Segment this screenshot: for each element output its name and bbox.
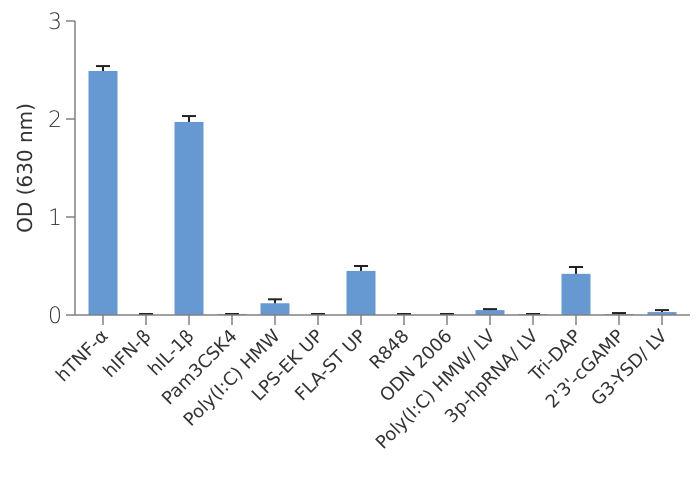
bar bbox=[647, 312, 677, 315]
bar bbox=[346, 270, 376, 315]
y-axis: 0 1 2 3 bbox=[48, 10, 76, 329]
x-tick-label: hIFN-β bbox=[99, 326, 155, 382]
y-axis-title: OD (630 nm) bbox=[13, 103, 37, 233]
y-tick-label: 2 bbox=[48, 108, 62, 133]
y-tick-label: 1 bbox=[48, 206, 62, 231]
bars bbox=[88, 65, 677, 315]
bar bbox=[475, 310, 505, 315]
x-tick-label: hTNF-α bbox=[52, 326, 113, 387]
bar bbox=[88, 70, 118, 315]
bar bbox=[561, 273, 591, 315]
bar bbox=[174, 121, 204, 315]
bar bbox=[260, 303, 290, 315]
y-tick-label: 0 bbox=[48, 304, 62, 329]
y-tick-label: 3 bbox=[48, 10, 62, 35]
